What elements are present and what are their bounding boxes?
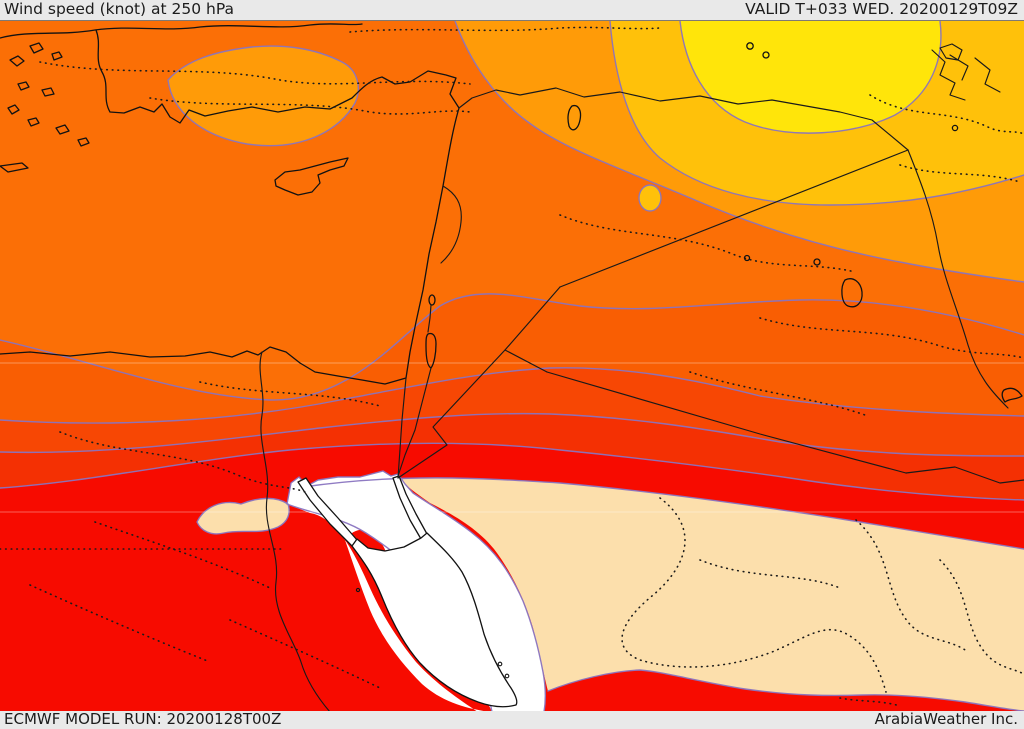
coastline-black-sea xyxy=(0,23,363,39)
contour xyxy=(167,45,359,147)
lake-galilee-outline xyxy=(428,294,436,306)
caucasus-borders xyxy=(931,43,1001,101)
contour xyxy=(0,412,1024,457)
valid-time-label: VALID T+033 WED. 20200129T09Z xyxy=(745,0,1018,18)
dotted-line-turkey xyxy=(39,61,471,85)
map-title: Wind speed (knot) at 250 hPa xyxy=(4,0,235,18)
lake-van-outline xyxy=(746,42,754,50)
lake-outline xyxy=(762,51,770,59)
country-borders xyxy=(259,43,1024,713)
lake-outline xyxy=(813,258,821,266)
contour xyxy=(609,20,1024,206)
lake-tuz-outline xyxy=(567,104,582,131)
border-lebanon xyxy=(440,185,462,264)
graticule-lines xyxy=(0,362,1024,513)
dotted-line-iraq xyxy=(759,317,1024,359)
dotted-line-egypt xyxy=(94,521,271,589)
lake-tharthar-outline xyxy=(841,278,863,308)
contour xyxy=(196,497,290,535)
border-kuwait xyxy=(905,466,1024,484)
border-jordan-saudi-west xyxy=(397,349,506,479)
border-syria-iraq xyxy=(559,149,909,288)
aegean-islands xyxy=(0,42,90,173)
border-turkey-syria-iraq xyxy=(458,87,909,151)
dotted-line-saudi xyxy=(855,519,969,653)
coastline-anatolia-levant-egypt xyxy=(0,29,460,385)
border-iran xyxy=(907,149,1009,409)
dotted-admin-boundaries xyxy=(0,26,1024,707)
dotted-line-saudi xyxy=(699,559,841,589)
header-bar: Wind speed (knot) at 250 hPa VALID T+033… xyxy=(0,0,1024,21)
band-cream-arabia xyxy=(303,477,1024,711)
red-sea-islands xyxy=(355,587,510,679)
border-jordan-rift xyxy=(397,304,432,477)
dotted-line-egypt xyxy=(199,381,381,407)
contour xyxy=(302,477,1024,550)
coastlines xyxy=(0,23,460,385)
dotted-line-syria-desert xyxy=(559,214,856,273)
contour xyxy=(454,20,1024,283)
footer-bar: ECMWF MODEL RUN: 20200128T00Z ArabiaWeat… xyxy=(0,711,1024,729)
border-egypt-israel xyxy=(397,377,407,479)
border-saudi-iraq xyxy=(546,371,907,474)
dotted-line-top xyxy=(349,26,661,33)
contour-lines xyxy=(0,20,1024,713)
dotted-line-sudan xyxy=(229,619,381,689)
dotted-line-iraq xyxy=(689,371,866,416)
model-run-label: ECMWF MODEL RUN: 20200128T00Z xyxy=(4,710,282,728)
red-sea-outline xyxy=(351,532,518,708)
nile-river xyxy=(259,351,331,713)
coastline-cyprus xyxy=(274,157,349,196)
band-yellow xyxy=(680,21,941,134)
band-light-orange-anatolia xyxy=(168,46,359,146)
dotted-line-yemen xyxy=(839,697,901,707)
lake-outline xyxy=(951,124,959,132)
contour xyxy=(638,184,662,212)
persian-gulf-tip-outline xyxy=(1001,387,1023,403)
water-bodies xyxy=(297,42,1023,708)
contour xyxy=(0,442,1024,501)
dotted-line-sudan xyxy=(29,584,211,663)
contour xyxy=(0,367,1024,424)
dotted-line-saudi xyxy=(939,559,1024,675)
dotted-line-iran xyxy=(899,164,1021,183)
contour xyxy=(547,669,1024,712)
contour xyxy=(679,20,942,134)
brand-label: ArabiaWeather Inc. xyxy=(874,710,1018,728)
band-amber-spot xyxy=(639,185,661,211)
